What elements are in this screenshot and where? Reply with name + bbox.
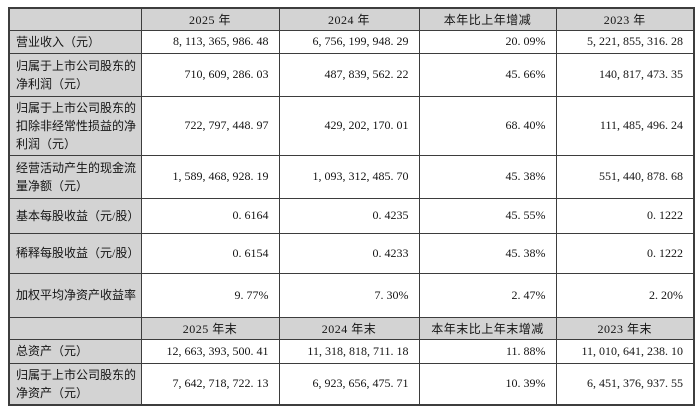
- cell-value: 10. 39%: [418, 362, 557, 405]
- cell-value: 7. 30%: [278, 272, 420, 318]
- cell-value: 5, 221, 855, 316. 28: [555, 29, 695, 54]
- financial-summary: 2025 年 2024 年 本年比上年增减 2023 年 营业收入（元） 8, …: [8, 7, 695, 406]
- cell-value: 1, 589, 468, 928. 19: [140, 154, 280, 199]
- financial-summary-table: 2025 年 2024 年 本年比上年增减 2023 年 营业收入（元） 8, …: [8, 7, 695, 406]
- column-header-2023: 2023 年: [555, 7, 695, 31]
- column-header-blank: [8, 7, 142, 31]
- cell-value: 0. 1222: [555, 232, 695, 274]
- cell-value: 6, 923, 656, 475. 71: [278, 362, 420, 405]
- cell-value: 7, 642, 718, 722. 13: [140, 362, 280, 405]
- table-row-basic-eps: 基本每股收益（元/股） 0. 6164 0. 4235 45. 55% 0. 1…: [8, 197, 695, 234]
- column-header-2025-end: 2025 年末: [140, 316, 280, 340]
- row-label-basic-eps: 基本每股收益（元/股）: [8, 197, 142, 234]
- table-row-diluted-eps: 稀释每股收益（元/股） 0. 6154 0. 4233 45. 38% 0. 1…: [8, 232, 695, 274]
- column-header-2024-end: 2024 年末: [278, 316, 420, 340]
- cell-value: 0. 6164: [140, 197, 280, 234]
- cell-value: 551, 440, 878. 68: [555, 154, 695, 199]
- cell-value: 487, 839, 562. 22: [278, 52, 420, 97]
- column-header-2025: 2025 年: [140, 7, 280, 31]
- cell-value: 0. 4233: [278, 232, 420, 274]
- table-row-net-profit: 归属于上市公司股东的净利润（元） 710, 609, 286. 03 487, …: [8, 52, 695, 97]
- column-header-yoy-change: 本年比上年增减: [418, 7, 557, 31]
- column-header-blank: [8, 316, 142, 340]
- cell-value: 9. 77%: [140, 272, 280, 318]
- table-row-operating-cash-flow: 经营活动产生的现金流量净额（元） 1, 589, 468, 928. 19 1,…: [8, 154, 695, 199]
- table-row-net-profit-excl-nonrecurring: 归属于上市公司股东的扣除非经常性损益的净利润（元） 722, 797, 448.…: [8, 95, 695, 156]
- row-label-operating-cash-flow: 经营活动产生的现金流量净额（元）: [8, 154, 142, 199]
- row-label-weighted-avg-roe: 加权平均净资产收益率: [8, 272, 142, 318]
- row-label-total-assets: 总资产（元）: [8, 338, 142, 364]
- table-row-revenue: 营业收入（元） 8, 113, 365, 986. 48 6, 756, 199…: [8, 29, 695, 54]
- cell-value: 2. 47%: [418, 272, 557, 318]
- cell-value: 11, 010, 641, 238. 10: [555, 338, 695, 364]
- cell-value: 6, 756, 199, 948. 29: [278, 29, 420, 54]
- cell-value: 6, 451, 376, 937. 55: [555, 362, 695, 405]
- column-header-2024: 2024 年: [278, 7, 420, 31]
- cell-value: 45. 38%: [418, 232, 557, 274]
- cell-value: 0. 6154: [140, 232, 280, 274]
- row-label-diluted-eps: 稀释每股收益（元/股）: [8, 232, 142, 274]
- cell-value: 8, 113, 365, 986. 48: [140, 29, 280, 54]
- row-label-net-profit-excl-nonrecurring: 归属于上市公司股东的扣除非经常性损益的净利润（元）: [8, 95, 142, 156]
- table-row-net-assets: 归属于上市公司股东的净资产（元） 7, 642, 718, 722. 13 6,…: [8, 362, 695, 405]
- cell-value: 12, 663, 393, 500. 41: [140, 338, 280, 364]
- cell-value: 140, 817, 473. 35: [555, 52, 695, 97]
- cell-value: 111, 485, 496. 24: [555, 95, 695, 156]
- cell-value: 45. 38%: [418, 154, 557, 199]
- cell-value: 0. 4235: [278, 197, 420, 234]
- column-header-end-yoy-change: 本年末比上年末增减: [418, 316, 557, 340]
- cell-value: 429, 202, 170. 01: [278, 95, 420, 156]
- cell-value: 11, 318, 818, 711. 18: [278, 338, 420, 364]
- cell-value: 45. 55%: [418, 197, 557, 234]
- row-label-net-profit: 归属于上市公司股东的净利润（元）: [8, 52, 142, 97]
- table-header-row-annual: 2025 年 2024 年 本年比上年增减 2023 年: [8, 7, 695, 31]
- cell-value: 0. 1222: [555, 197, 695, 234]
- cell-value: 45. 66%: [418, 52, 557, 97]
- cell-value: 722, 797, 448. 97: [140, 95, 280, 156]
- cell-value: 20. 09%: [418, 29, 557, 54]
- cell-value: 68. 40%: [418, 95, 557, 156]
- table-header-row-period-end: 2025 年末 2024 年末 本年末比上年末增减 2023 年末: [8, 316, 695, 340]
- column-header-2023-end: 2023 年末: [555, 316, 695, 340]
- row-label-net-assets: 归属于上市公司股东的净资产（元）: [8, 362, 142, 405]
- cell-value: 11. 88%: [418, 338, 557, 364]
- row-label-revenue: 营业收入（元）: [8, 29, 142, 54]
- cell-value: 710, 609, 286. 03: [140, 52, 280, 97]
- table-row-weighted-avg-roe: 加权平均净资产收益率 9. 77% 7. 30% 2. 47% 2. 20%: [8, 272, 695, 318]
- cell-value: 2. 20%: [555, 272, 695, 318]
- cell-value: 1, 093, 312, 485. 70: [278, 154, 420, 199]
- table-row-total-assets: 总资产（元） 12, 663, 393, 500. 41 11, 318, 81…: [8, 338, 695, 364]
